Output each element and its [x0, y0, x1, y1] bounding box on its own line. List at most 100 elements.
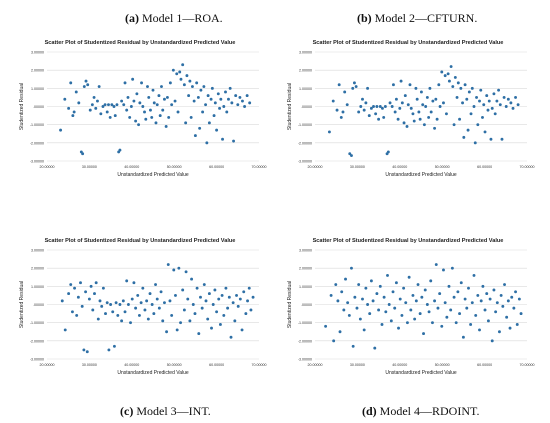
data-point — [185, 74, 189, 78]
data-point — [238, 297, 242, 301]
data-point — [386, 150, 390, 154]
y-tick-label: -3.00000 — [30, 358, 44, 362]
data-point — [463, 83, 467, 87]
data-point — [218, 106, 222, 110]
y-tick-label: -1.00000 — [30, 123, 44, 127]
data-point — [132, 99, 136, 103]
data-point — [390, 105, 394, 108]
y-tick-label: .00000 — [301, 303, 312, 307]
x-tick-label: 50.00000 — [435, 363, 450, 367]
y-tick-label: 2.00000 — [31, 69, 44, 73]
data-point — [120, 319, 124, 323]
data-point — [366, 86, 370, 90]
data-point — [472, 105, 476, 108]
data-point — [184, 270, 188, 274]
data-point — [493, 112, 497, 116]
data-point — [94, 281, 98, 285]
data-point — [63, 328, 67, 332]
data-point — [212, 114, 216, 118]
data-point — [224, 286, 228, 290]
x-tick-label: 70.00000 — [520, 165, 535, 169]
data-point — [433, 126, 437, 130]
data-point — [470, 301, 474, 305]
data-point — [364, 101, 368, 105]
data-point — [202, 283, 206, 286]
data-point — [421, 103, 425, 107]
data-point — [221, 137, 224, 141]
data-point — [110, 103, 114, 107]
y-tick-label: -2.00000 — [298, 339, 312, 343]
data-point — [93, 292, 96, 296]
caption-b-text: Model 2—CFTURN. — [371, 11, 478, 25]
x-tick-label: 70.00000 — [252, 165, 267, 169]
y-tick-label: 3.00000 — [299, 249, 312, 253]
data-point — [222, 105, 226, 108]
data-point — [246, 299, 249, 303]
data-point — [155, 103, 159, 107]
data-point — [187, 94, 191, 98]
data-point — [465, 97, 469, 101]
data-point — [384, 310, 388, 314]
data-point — [467, 90, 471, 94]
data-point — [394, 97, 398, 101]
data-point — [240, 328, 244, 332]
data-point — [506, 299, 510, 303]
scatter-chart-3: Scatter Plot of Studentized Residual by … — [19, 238, 267, 376]
data-point — [398, 106, 402, 110]
data-point — [335, 108, 339, 112]
data-point — [213, 288, 217, 292]
data-point — [424, 105, 428, 108]
data-point — [96, 99, 99, 103]
x-axis-label: Unstandardized Predicted Value — [117, 370, 189, 376]
data-point — [224, 90, 227, 94]
data-point — [362, 108, 366, 112]
data-point — [63, 97, 67, 101]
data-point — [352, 81, 356, 85]
data-point — [405, 321, 409, 325]
data-point — [216, 92, 220, 96]
data-point — [453, 75, 457, 79]
y-tick-label: 3.00000 — [31, 51, 44, 55]
data-point — [416, 283, 420, 286]
data-point — [515, 323, 519, 326]
data-point — [182, 308, 186, 312]
data-point — [497, 88, 501, 92]
data-point — [219, 97, 223, 101]
data-point — [487, 99, 491, 103]
data-point — [402, 121, 406, 125]
data-point — [215, 310, 219, 314]
data-point — [451, 85, 455, 88]
data-point — [158, 114, 162, 118]
data-point — [429, 279, 433, 283]
x-tick-label: 60.00000 — [209, 165, 224, 169]
y-tick-label: -1.00000 — [298, 321, 312, 325]
data-point — [380, 323, 384, 326]
data-point — [192, 99, 196, 103]
data-point — [517, 297, 521, 301]
data-point — [362, 328, 366, 332]
data-point — [137, 123, 141, 127]
data-point — [485, 94, 489, 98]
data-point — [423, 288, 427, 292]
data-point — [233, 319, 237, 323]
data-point — [249, 308, 253, 312]
x-tick-label: 40.00000 — [392, 363, 407, 367]
data-point — [67, 106, 71, 110]
data-point — [69, 283, 73, 286]
data-point — [408, 83, 412, 87]
data-point — [341, 110, 345, 114]
data-point — [199, 88, 203, 92]
y-tick-label: .00000 — [33, 303, 44, 307]
data-point — [91, 308, 95, 312]
data-point — [161, 108, 165, 112]
data-point — [393, 306, 397, 310]
y-tick-label: -3.00000 — [298, 160, 312, 164]
data-point — [166, 263, 170, 266]
data-point — [114, 301, 118, 305]
data-point — [210, 86, 214, 90]
data-point — [112, 105, 116, 108]
data-point — [149, 108, 152, 112]
data-point — [394, 281, 398, 285]
data-point — [94, 106, 98, 110]
caption-d-text: Model 4—RDOINT. — [376, 404, 480, 418]
